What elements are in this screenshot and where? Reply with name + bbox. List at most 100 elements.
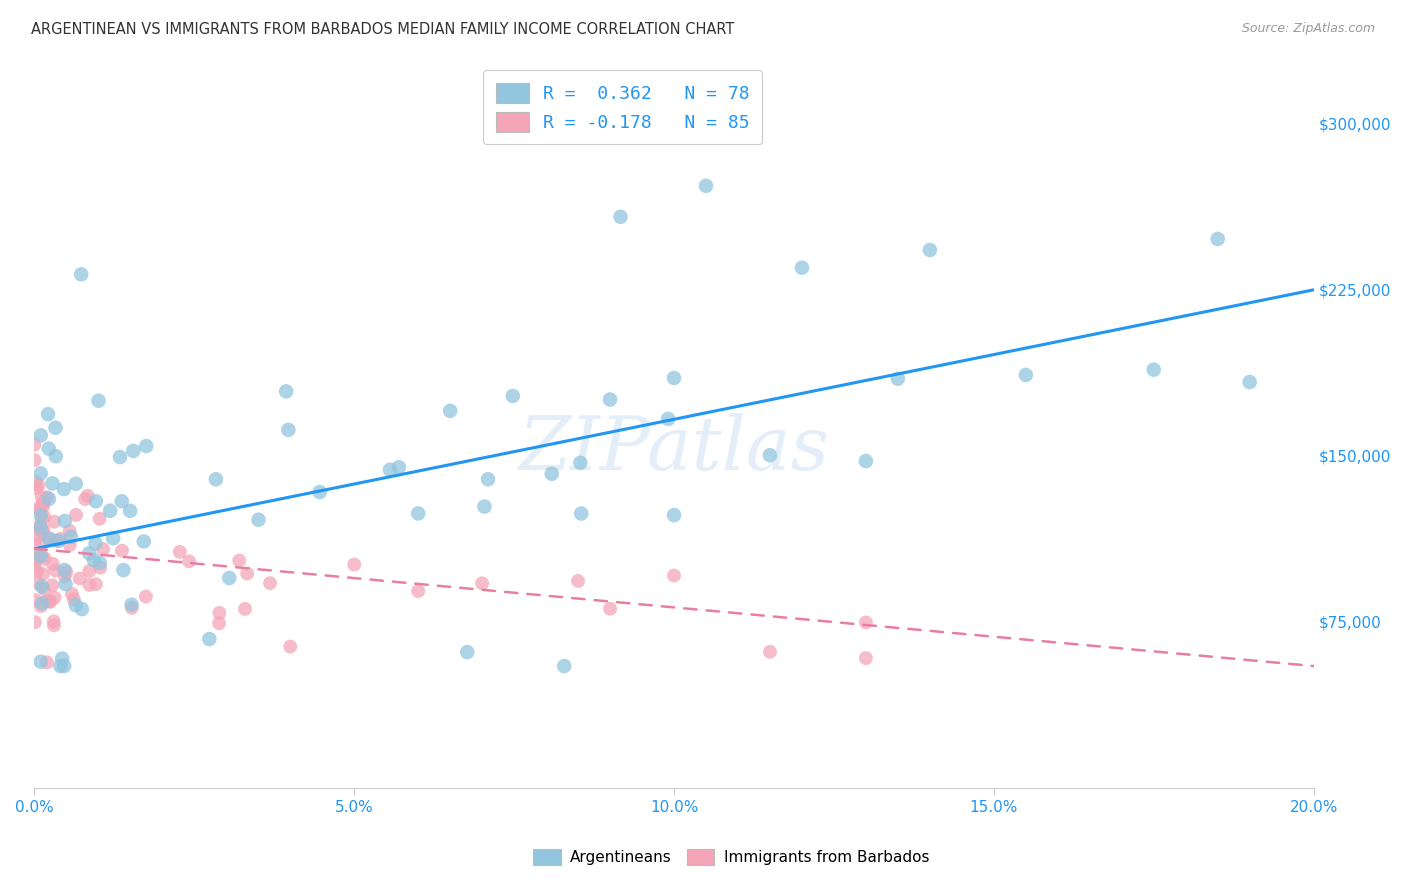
Point — [37, 594, 59, 608]
Point — [53, 659, 76, 673]
Point — [228, 553, 250, 567]
Point — [502, 389, 524, 403]
Point — [38, 491, 60, 506]
Point — [32, 582, 55, 596]
Point — [657, 412, 679, 426]
Point — [662, 508, 685, 523]
Point — [34, 552, 56, 566]
Point — [1143, 362, 1166, 376]
Point — [918, 243, 941, 257]
Point — [662, 371, 685, 385]
Point — [30, 428, 52, 442]
Point — [25, 481, 48, 495]
Point — [89, 512, 111, 526]
Point — [233, 602, 256, 616]
Point — [53, 569, 76, 583]
Point — [75, 492, 97, 507]
Point — [259, 576, 281, 591]
Point — [30, 549, 52, 563]
Point — [25, 565, 48, 579]
Point — [44, 420, 66, 434]
Point — [41, 476, 63, 491]
Point — [22, 438, 45, 452]
Point — [135, 590, 157, 604]
Point — [42, 618, 65, 632]
Point — [599, 601, 621, 615]
Point — [84, 494, 107, 508]
Point — [609, 210, 631, 224]
Point — [38, 442, 60, 456]
Point — [135, 439, 157, 453]
Point — [120, 504, 142, 518]
Point — [30, 508, 52, 523]
Point — [112, 563, 135, 577]
Point — [343, 558, 366, 572]
Point — [24, 561, 46, 575]
Point — [31, 525, 53, 540]
Point — [65, 598, 87, 612]
Point — [44, 563, 66, 577]
Text: ARGENTINEAN VS IMMIGRANTS FROM BARBADOS MEDIAN FAMILY INCOME CORRELATION CHART: ARGENTINEAN VS IMMIGRANTS FROM BARBADOS … — [31, 22, 734, 37]
Point — [477, 472, 499, 486]
Point — [855, 454, 877, 468]
Point — [30, 655, 52, 669]
Point — [25, 475, 48, 490]
Point — [111, 494, 134, 508]
Point — [1206, 232, 1229, 246]
Point — [91, 542, 114, 557]
Point — [887, 372, 910, 386]
Point — [77, 546, 100, 560]
Point — [759, 448, 782, 462]
Point — [45, 533, 67, 548]
Point — [378, 463, 401, 477]
Point — [31, 490, 53, 504]
Point — [456, 645, 478, 659]
Point — [55, 577, 77, 591]
Point — [53, 514, 76, 528]
Text: ZIPatlas: ZIPatlas — [519, 414, 830, 486]
Point — [76, 489, 98, 503]
Point — [24, 453, 46, 467]
Point — [30, 520, 52, 534]
Point — [177, 554, 200, 568]
Point — [38, 531, 60, 545]
Point — [27, 501, 49, 516]
Point — [308, 485, 330, 500]
Point — [32, 567, 55, 582]
Point — [208, 616, 231, 631]
Point — [32, 500, 55, 514]
Point — [471, 576, 494, 591]
Point — [569, 507, 592, 521]
Point — [65, 476, 87, 491]
Point — [52, 482, 75, 496]
Point — [44, 515, 66, 529]
Point — [65, 508, 87, 522]
Point — [30, 502, 52, 516]
Point — [49, 532, 72, 546]
Point — [540, 467, 562, 481]
Point — [169, 545, 191, 559]
Point — [406, 507, 429, 521]
Point — [25, 548, 48, 562]
Point — [599, 392, 621, 407]
Point — [38, 595, 60, 609]
Point — [111, 543, 134, 558]
Point — [37, 407, 59, 421]
Point — [277, 423, 299, 437]
Point — [45, 449, 67, 463]
Point — [89, 560, 111, 574]
Point — [569, 456, 592, 470]
Legend: R =  0.362   N = 78, R = -0.178   N = 85: R = 0.362 N = 78, R = -0.178 N = 85 — [484, 70, 762, 145]
Point — [855, 651, 877, 665]
Text: Source: ZipAtlas.com: Source: ZipAtlas.com — [1241, 22, 1375, 36]
Point — [24, 537, 46, 551]
Point — [32, 495, 55, 509]
Point — [27, 478, 49, 492]
Point — [121, 598, 143, 612]
Point — [567, 574, 589, 588]
Point — [122, 444, 145, 458]
Point — [41, 557, 63, 571]
Point — [24, 593, 46, 607]
Point — [60, 587, 83, 601]
Point — [34, 535, 56, 549]
